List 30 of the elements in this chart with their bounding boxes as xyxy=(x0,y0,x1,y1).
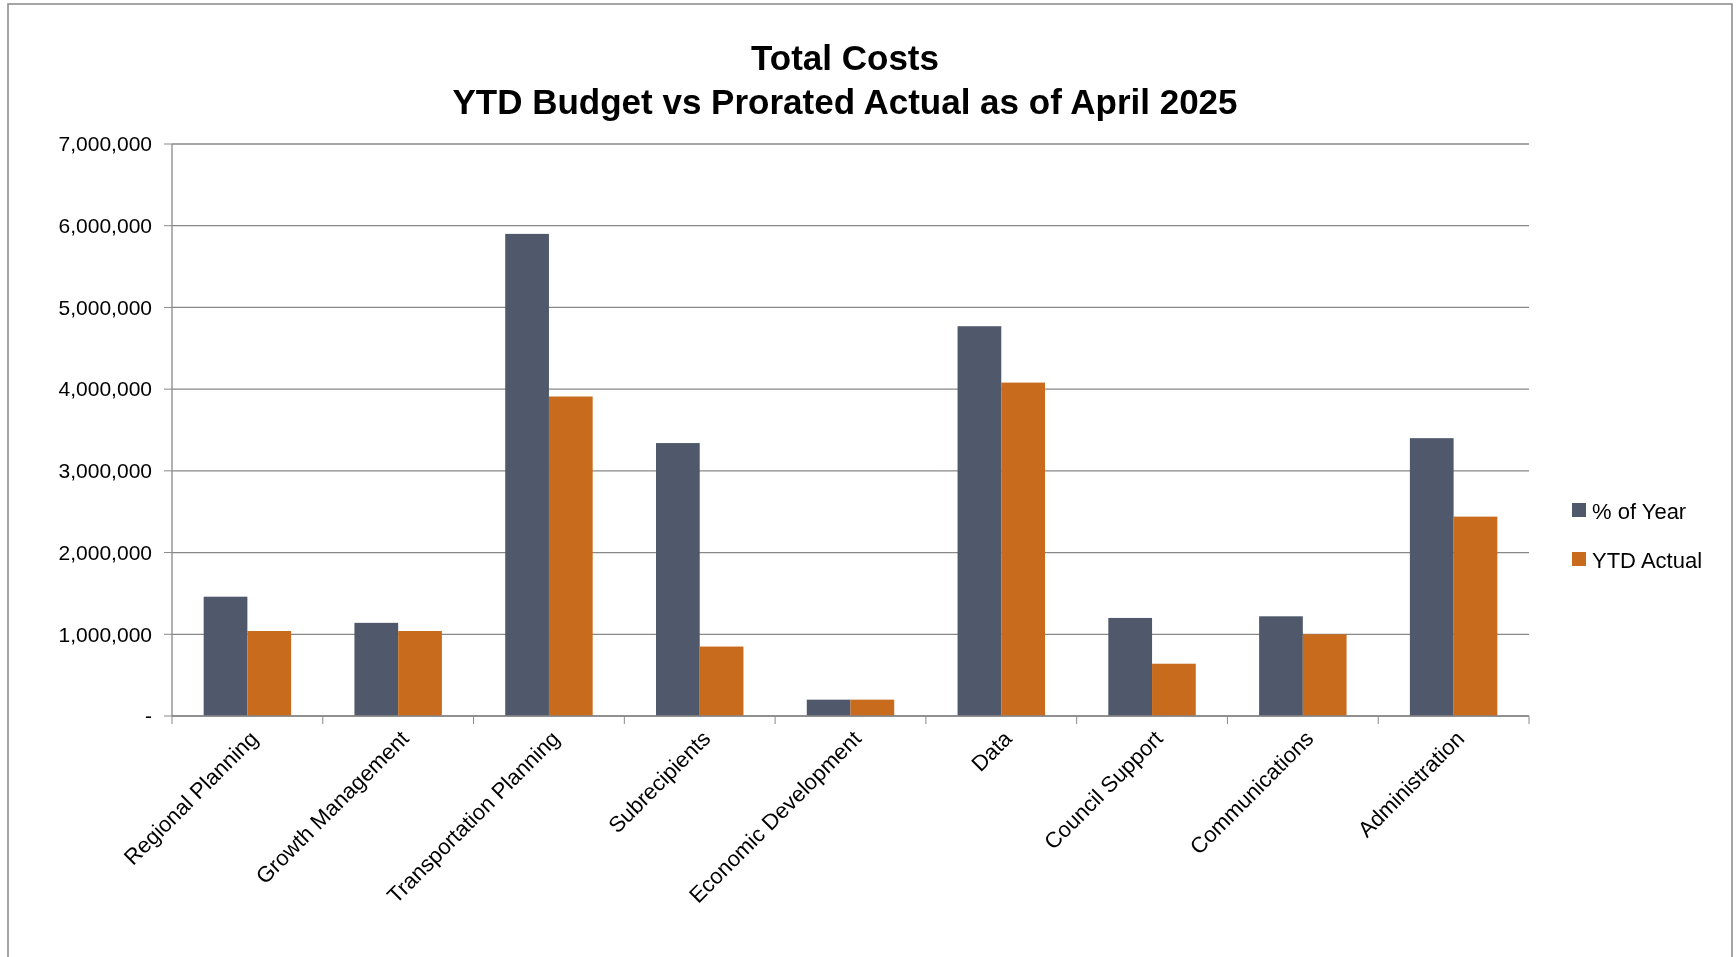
legend-label: YTD Actual xyxy=(1592,547,1703,573)
bar xyxy=(957,326,1002,716)
y-tick-label: - xyxy=(145,704,152,728)
bar xyxy=(1152,663,1196,716)
bar xyxy=(548,396,593,716)
bar xyxy=(1259,616,1303,716)
y-tick-label: 3,000,000 xyxy=(58,459,152,483)
bar xyxy=(699,646,744,716)
y-tick-label: 4,000,000 xyxy=(58,377,152,401)
bar xyxy=(1453,516,1498,716)
y-tick-label: 7,000,000 xyxy=(58,132,152,156)
bar xyxy=(203,596,248,716)
legend-label: % of Year xyxy=(1592,498,1687,524)
y-tick-label: 5,000,000 xyxy=(58,295,152,319)
bar xyxy=(850,699,895,716)
y-tick-label: 6,000,000 xyxy=(58,214,152,238)
bar xyxy=(398,631,442,716)
bar xyxy=(1302,634,1347,716)
bar xyxy=(505,233,549,716)
chart-subtitle: YTD Budget vs Prorated Actual as of April 2025 xyxy=(452,82,1238,121)
bar xyxy=(1108,617,1153,716)
bar xyxy=(247,631,292,716)
bar xyxy=(1409,438,1454,716)
bar xyxy=(656,443,700,716)
chart-title: Total Costs xyxy=(751,38,939,77)
bar xyxy=(806,699,851,716)
y-tick-label: 1,000,000 xyxy=(58,622,152,646)
y-tick-label: 2,000,000 xyxy=(58,540,152,564)
bar xyxy=(1001,382,1046,716)
bar xyxy=(354,622,399,716)
